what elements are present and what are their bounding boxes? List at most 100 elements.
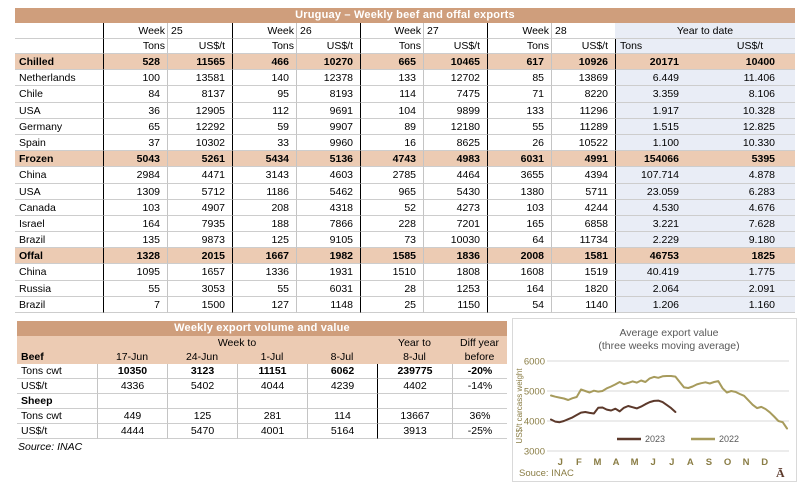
weekly-cell-value [307,394,377,409]
week-header-label: Week [103,23,167,39]
weekly-cell-value: 4402 [377,379,452,394]
cell-week-value: 6031 [296,280,360,297]
unit-header-usdt: US$/t [551,39,615,54]
series-2022-line [550,375,788,430]
cell-week-value: 7935 [167,215,232,233]
cell-ytd-usdt: 10.328 [705,102,795,119]
cell-week-value: 1820 [551,280,615,297]
cell-week-value: 3143 [232,167,296,184]
cell-week-value: 1931 [296,264,360,281]
x-tick-label: M [594,457,602,468]
cell-week-value: 11289 [551,118,615,135]
exports-table: Uruguay – Weekly beef and offal exports … [15,8,795,313]
cell-ytd-tons: 6.449 [615,70,705,87]
x-tick-label: M [631,457,639,468]
cell-week-value: 2984 [103,167,167,184]
chart-source: Souce: INAC [519,468,574,479]
cell-week-value: 2785 [360,167,423,184]
x-tick-label: O [724,457,731,468]
weekly-cell-value: 4239 [307,379,377,394]
cell-ytd-usdt: 12.825 [705,118,795,135]
cell-ytd-usdt: 5395 [705,151,795,168]
row-label: USA [15,103,103,119]
cell-week-value: 104 [360,102,423,119]
cell-week-value: 7475 [423,86,487,103]
row-label: Brazil [15,297,103,313]
cell-week-value: 5261 [167,151,232,168]
weekly-cell-value: 10350 [97,364,167,379]
cell-week-value: 127 [232,296,296,313]
y-tick-label: 6000 [524,357,545,368]
cell-week-value: 33 [232,134,296,152]
cell-week-value: 1808 [423,264,487,281]
unit-header-usdt: US$/t [296,39,360,54]
cell-week-value: 12378 [296,70,360,87]
cell-week-value: 65 [103,118,167,135]
cell-week-value: 4991 [551,151,615,168]
cell-week-value: 10465 [423,54,487,71]
cell-ytd-tons: 1.917 [615,102,705,119]
x-tick-label: J [669,457,674,468]
weekly-date-header: before [452,350,507,364]
y-tick-label: 4000 [524,417,545,428]
cell-week-value: 13869 [551,70,615,87]
cell-week-value: 9960 [296,134,360,152]
week-header-number: 28 [551,23,615,39]
ytd-unit-header-tons: Tons [615,39,705,54]
cell-week-value: 1140 [551,296,615,313]
weekly-cell-value: -25% [452,424,507,439]
y-tick-label: 5000 [524,387,545,398]
cell-ytd-tons: 154066 [615,151,705,168]
cell-week-value: 188 [232,215,296,233]
cell-week-value: 5712 [167,183,232,200]
weekly-row-label: US$/t [17,424,97,439]
cell-ytd-usdt: 11.406 [705,70,795,87]
cell-week-value: 5430 [423,183,487,200]
cell-ytd-tons: 107.714 [615,167,705,184]
row-label: Brazil [15,232,103,249]
row-label: China [15,167,103,184]
weekly-cell-value: 36% [452,409,507,424]
cell-week-value: 10302 [167,134,232,152]
weekly-row-label: Tons cwt [17,409,97,424]
cell-week-value: 1095 [103,264,167,281]
cell-week-value: 5434 [232,151,296,168]
cell-week-value: 1581 [551,248,615,265]
x-tick-label: S [706,457,712,468]
cell-week-value: 466 [232,54,296,71]
weekly-date-header: 8-Jul [307,350,377,364]
week-header-number: 26 [296,23,360,39]
cell-week-value: 59 [232,118,296,135]
cell-week-value: 133 [360,70,423,87]
cell-ytd-usdt: 9.180 [705,232,795,249]
weekly-row-label: Tons cwt [17,364,97,379]
unit-header-tons: Tons [487,39,551,54]
cell-week-value: 8137 [167,86,232,103]
chart-logo: Ā [776,466,785,479]
cell-week-value: 12905 [167,102,232,119]
weekly-cell-value: 4001 [237,424,307,439]
cell-week-value: 1186 [232,183,296,200]
cell-week-value: 140 [232,70,296,87]
cell-week-value: 55 [103,280,167,297]
cell-week-value: 73 [360,232,423,249]
cell-week-value: 1608 [487,264,551,281]
cell-week-value: 7201 [423,215,487,233]
weekly-cell-value: 281 [237,409,307,424]
weekly-cell-value: -14% [452,379,507,394]
corner-cell [15,39,103,54]
cell-week-value: 208 [232,199,296,216]
weekly-cell-value [97,394,167,409]
cell-ytd-usdt: 7.628 [705,215,795,233]
unit-header-tons: Tons [232,39,296,54]
cell-week-value: 3053 [167,280,232,297]
row-label: Russia [15,281,103,297]
row-label: Germany [15,119,103,135]
chart-title: Average export value [619,327,718,339]
cell-week-value: 5462 [296,183,360,200]
cell-week-value: 1253 [423,280,487,297]
cell-week-value: 965 [360,183,423,200]
cell-week-value: 4318 [296,199,360,216]
cell-ytd-usdt: 1825 [705,248,795,265]
cell-week-value: 1336 [232,264,296,281]
